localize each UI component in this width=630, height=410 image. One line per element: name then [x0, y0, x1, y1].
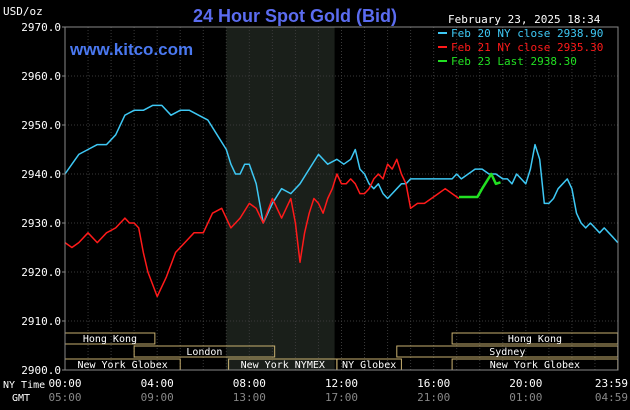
x-tick-label-ny: 12:00 — [325, 377, 358, 390]
price-series — [64, 104, 619, 298]
x-tick-label-gmt: 04:59 — [595, 391, 628, 404]
legend-entry-feb20: Feb 20 NY close 2938.90 — [451, 27, 603, 40]
nymex-shaded-region — [226, 27, 335, 370]
plot-border — [64, 26, 619, 371]
y-tick-label: 2930.0 — [21, 217, 61, 230]
y-tick-label: 2960.0 — [21, 70, 61, 83]
gmt-row-label: GMT — [12, 393, 30, 404]
x-tick-label-ny: 23:59 — [595, 377, 628, 390]
grid-lines — [65, 27, 618, 370]
session-label: NY Globex — [342, 360, 396, 371]
y-tick-label: 2970.0 — [21, 21, 61, 34]
legend-entry-feb21: Feb 21 NY close 2935.30 — [451, 41, 603, 54]
ny-time-row-label: NY Time — [3, 380, 45, 391]
session-label: Sydney — [489, 347, 525, 358]
x-tick-label-gmt: 09:00 — [141, 391, 174, 404]
session-label: Hong Kong — [83, 334, 137, 345]
x-tick-label-gmt: 05:00 — [48, 391, 81, 404]
y-axis: 2970.0 2960.0 2950.0 2940.0 2930.0 2920.0 2910… — [21, 21, 65, 377]
series-line-feb-21 — [64, 158, 460, 298]
x-tick-label-ny: 20:00 — [509, 377, 542, 390]
chart-title: 24 Hour Spot Gold (Bid) — [193, 6, 397, 26]
session-label: Hong Kong — [508, 334, 562, 345]
session-label: London — [186, 347, 222, 358]
session-label: New York NYMEX — [241, 360, 325, 371]
y-tick-label: 2920.0 — [21, 266, 61, 279]
x-tick-label-gmt: 01:00 — [509, 391, 542, 404]
x-tick-label-gmt: 21:00 — [417, 391, 450, 404]
x-tick-label-gmt: 17:00 — [325, 391, 358, 404]
y-tick-label: 2900.0 — [21, 364, 61, 377]
y-tick-label: 2940.0 — [21, 168, 61, 181]
timestamp: February 23, 2025 18:34 — [448, 13, 601, 26]
legend-entry-feb23: Feb 23 Last 2938.30 — [451, 55, 577, 68]
x-tick-label-gmt: 13:00 — [233, 391, 266, 404]
x-tick-label-ny: 00:00 — [48, 377, 81, 390]
session-box — [133, 345, 276, 358]
x-tick-label-ny: 04:00 — [141, 377, 174, 390]
session-label: New York Globex — [77, 360, 167, 371]
y-unit-label: USD/oz — [3, 5, 43, 18]
x-tick-label-ny: 16:00 — [417, 377, 450, 390]
x-tick-label-ny: 08:00 — [233, 377, 266, 390]
series-line-feb-20 — [64, 104, 619, 244]
session-label: New York Globex — [490, 360, 580, 371]
y-tick-label: 2910.0 — [21, 315, 61, 328]
legend: Feb 20 NY close 2938.90 Feb 21 NY close … — [438, 27, 603, 68]
kitco-watermark: www.kitco.com — [69, 40, 193, 59]
y-tick-label: 2950.0 — [21, 119, 61, 132]
series-line-feb-23 — [459, 172, 501, 199]
